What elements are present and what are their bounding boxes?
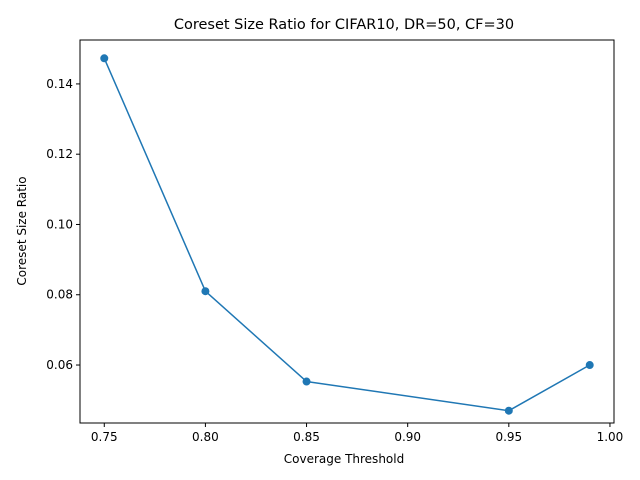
x-tick-label: 0.85 xyxy=(293,430,320,444)
x-tick-label: 0.95 xyxy=(495,430,522,444)
data-point xyxy=(201,287,210,296)
chart-title: Coreset Size Ratio for CIFAR10, DR=50, C… xyxy=(174,17,514,33)
x-axis-label: Coverage Threshold xyxy=(284,452,404,466)
x-tick-label: 0.75 xyxy=(91,430,118,444)
y-tick-label: 0.12 xyxy=(46,147,73,161)
data-point xyxy=(100,54,109,63)
series-layer xyxy=(100,54,594,415)
y-axis-label: Coreset Size Ratio xyxy=(15,176,29,285)
y-axis: 0.06 0.08 0.10 0.12 0.14 xyxy=(46,77,80,372)
x-tick-label: 0.80 xyxy=(192,430,219,444)
data-point xyxy=(585,361,594,370)
data-point xyxy=(504,406,513,415)
y-tick-label: 0.10 xyxy=(46,217,73,231)
y-tick-label: 0.08 xyxy=(46,288,73,302)
y-tick-label: 0.06 xyxy=(46,358,73,372)
x-tick-label: 1.00 xyxy=(597,430,624,444)
y-tick-label: 0.14 xyxy=(46,77,73,91)
series-line xyxy=(103,57,591,412)
x-tick-label: 0.90 xyxy=(394,430,421,444)
x-axis: 0.75 0.80 0.85 0.90 0.95 1.00 xyxy=(91,423,623,444)
data-point xyxy=(302,377,311,386)
plot-frame xyxy=(79,39,615,424)
